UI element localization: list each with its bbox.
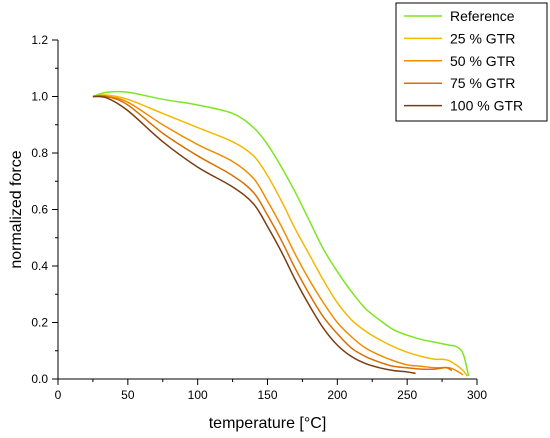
legend-label: 25 % GTR <box>450 30 515 46</box>
legend-box <box>395 2 548 122</box>
legend: Reference 25 % GTR 50 % GTR 75 % GTR 100 % G… <box>395 2 548 122</box>
y-axis-title: normalized force <box>8 150 25 268</box>
axes: 0 50 100 150 200 250 300 0.0 0.2 0.4 0.6 0.8 1.0 1.2 <box>31 33 487 402</box>
y-tick-label: 0.2 <box>31 316 48 330</box>
y-tick-label: 0.0 <box>31 372 48 386</box>
y-tick-label: 0.4 <box>31 259 48 273</box>
plot-area <box>92 90 470 377</box>
x-tick-label: 0 <box>55 388 62 402</box>
series-line-4 <box>92 95 416 375</box>
y-tick-label: 1.0 <box>31 90 48 104</box>
x-tick-label: 250 <box>397 388 417 402</box>
x-tick-label: 50 <box>121 388 135 402</box>
legend-label: Reference <box>450 8 515 24</box>
x-tick-label: 100 <box>188 388 208 402</box>
x-tick-label: 200 <box>327 388 347 402</box>
y-tick-label: 0.8 <box>31 146 48 160</box>
series-line-3 <box>92 95 453 372</box>
y-tick-label: 1.2 <box>31 33 48 47</box>
legend-label: 50 % GTR <box>450 53 515 69</box>
series-line-1 <box>92 94 468 377</box>
x-tick-label: 300 <box>467 388 487 402</box>
legend-label: 75 % GTR <box>450 75 515 91</box>
x-axis-title: temperature [°C] <box>209 415 327 432</box>
x-tick-label: 150 <box>257 388 277 402</box>
legend-label: 100 % GTR <box>450 98 523 114</box>
y-tick-label: 0.6 <box>31 203 48 217</box>
series-line-2 <box>92 95 464 376</box>
series-line-0 <box>92 90 470 377</box>
